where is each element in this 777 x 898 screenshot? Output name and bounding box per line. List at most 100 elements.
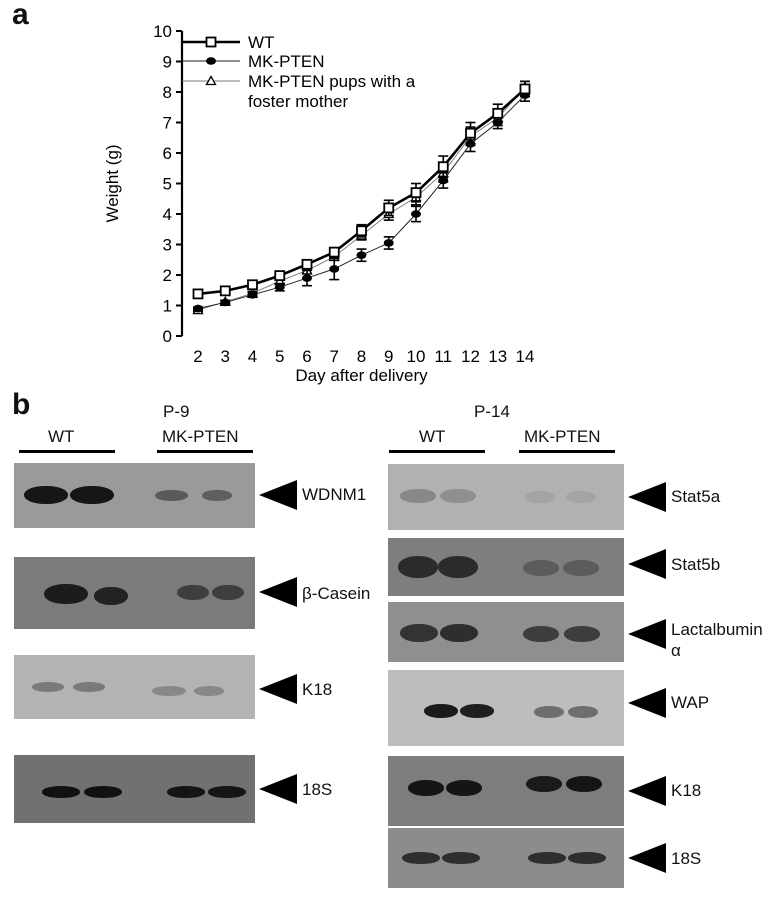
p14-label-lactalbumin: Lactalbumin: [671, 620, 763, 639]
y-tick-label: 1: [163, 297, 172, 316]
x-tick-label: 6: [302, 347, 311, 366]
x-tick-label: 7: [330, 347, 339, 366]
data-point: [492, 107, 504, 119]
arrow-icon: [628, 549, 666, 579]
series-line: [197, 94, 526, 310]
p14-blot-lactalbumin: [388, 602, 624, 662]
p9-group-wt: WT: [48, 427, 75, 446]
arrow-icon: [628, 482, 666, 512]
p9-blot-beta-casein: [14, 557, 255, 629]
p9-label-wdnm1: WDNM1: [302, 485, 367, 504]
p14-wt-underline: [389, 450, 485, 453]
p9-label-18s: 18S: [302, 780, 333, 799]
data-point: [329, 265, 340, 273]
arrow-icon: [259, 674, 297, 704]
p14-blot-stat5a: [388, 464, 624, 530]
x-tick-label: 3: [221, 347, 230, 366]
legend-label-line2: foster mother: [248, 92, 348, 111]
p9-blot-wdnm1: [14, 463, 255, 528]
data-point: [356, 251, 367, 259]
p14-label-wap: WAP: [671, 693, 710, 712]
p9-blot-k18: [14, 655, 255, 719]
x-tick-label: 12: [461, 347, 480, 366]
y-tick-label: 7: [163, 114, 172, 133]
p14-label-stat5b: Stat5b: [671, 555, 721, 574]
series-0: [192, 80, 531, 300]
data-point: [302, 274, 312, 282]
series-1: [193, 88, 530, 313]
p9-label-beta-casein: β-Casein: [302, 584, 371, 603]
p14-blot-18s: [388, 828, 624, 888]
p9-wt-underline: [19, 450, 115, 453]
legend-marker: [205, 36, 217, 48]
data-point: [437, 161, 449, 173]
p14-label-stat5a: Stat5a: [671, 487, 721, 506]
data-point: [438, 176, 449, 185]
series-line: [197, 87, 526, 311]
arrow-icon: [259, 480, 297, 510]
y-tick-label: 9: [163, 53, 172, 72]
arrow-icon: [628, 843, 666, 873]
x-tick-label: 4: [248, 347, 257, 366]
data-point: [356, 225, 367, 237]
data-point: [383, 239, 394, 247]
data-point: [219, 285, 231, 297]
p14-group-wt: WT: [419, 427, 446, 446]
x-tick-label: 2: [193, 347, 202, 366]
y-tick-label: 3: [163, 236, 172, 255]
data-point: [274, 283, 285, 292]
legend-label: WT: [248, 33, 274, 52]
p9-mkpten-underline: [157, 450, 253, 453]
p9-group-mkpten: MK-PTEN: [162, 427, 239, 446]
p14-label-18s: 18S: [671, 849, 702, 868]
data-point: [220, 298, 231, 307]
data-point: [519, 83, 531, 95]
data-point: [465, 127, 476, 139]
x-tick-label: 9: [384, 347, 393, 366]
arrow-icon: [259, 774, 297, 804]
p14-blot-stat5b: [388, 538, 624, 596]
p14-title: P-14: [474, 402, 510, 421]
data-point: [328, 246, 340, 258]
arrow-icon: [628, 688, 666, 718]
data-point: [193, 304, 203, 313]
arrow-icon: [628, 776, 666, 806]
p9-label-k18: K18: [302, 680, 333, 699]
x-tick-label: 10: [407, 347, 426, 366]
p14-blot-k18: [388, 756, 624, 826]
y-tick-label: 10: [153, 22, 172, 41]
series-line: [197, 87, 526, 296]
legend-marker: [205, 75, 217, 86]
x-tick-label: 11: [434, 347, 452, 366]
data-point: [411, 210, 421, 218]
x-tick-label: 14: [516, 347, 535, 366]
data-point: [274, 270, 286, 282]
y-tick-label: 6: [163, 144, 172, 163]
arrow-icon: [628, 619, 666, 649]
p14-label-lactalbumin-alpha: α: [671, 641, 681, 660]
p9-title: P-9: [163, 402, 190, 421]
p14-label-k18: K18: [671, 781, 702, 800]
y-tick-label: 5: [163, 175, 172, 194]
y-axis-title: Weight (g): [103, 144, 122, 222]
x-tick-label: 13: [488, 347, 507, 366]
x-axis-title: Day after delivery: [295, 366, 428, 385]
y-tick-label: 2: [163, 266, 172, 285]
p9-blot-18s: [14, 755, 255, 823]
series-2: [192, 80, 531, 315]
legend-marker: [206, 57, 216, 65]
panel-b-letter: b: [12, 388, 31, 421]
x-tick-label: 5: [275, 347, 284, 366]
data-point: [383, 202, 395, 214]
y-tick-label: 8: [163, 83, 172, 102]
legend-label: MK-PTEN: [248, 52, 325, 71]
arrow-icon: [259, 577, 297, 607]
panel-a-letter: a: [12, 0, 29, 31]
data-point: [301, 258, 313, 270]
p14-blot-wap: [388, 670, 624, 746]
x-tick-label: 8: [357, 347, 366, 366]
y-tick-label: 4: [163, 205, 172, 224]
p14-mkpten-underline: [519, 450, 615, 453]
